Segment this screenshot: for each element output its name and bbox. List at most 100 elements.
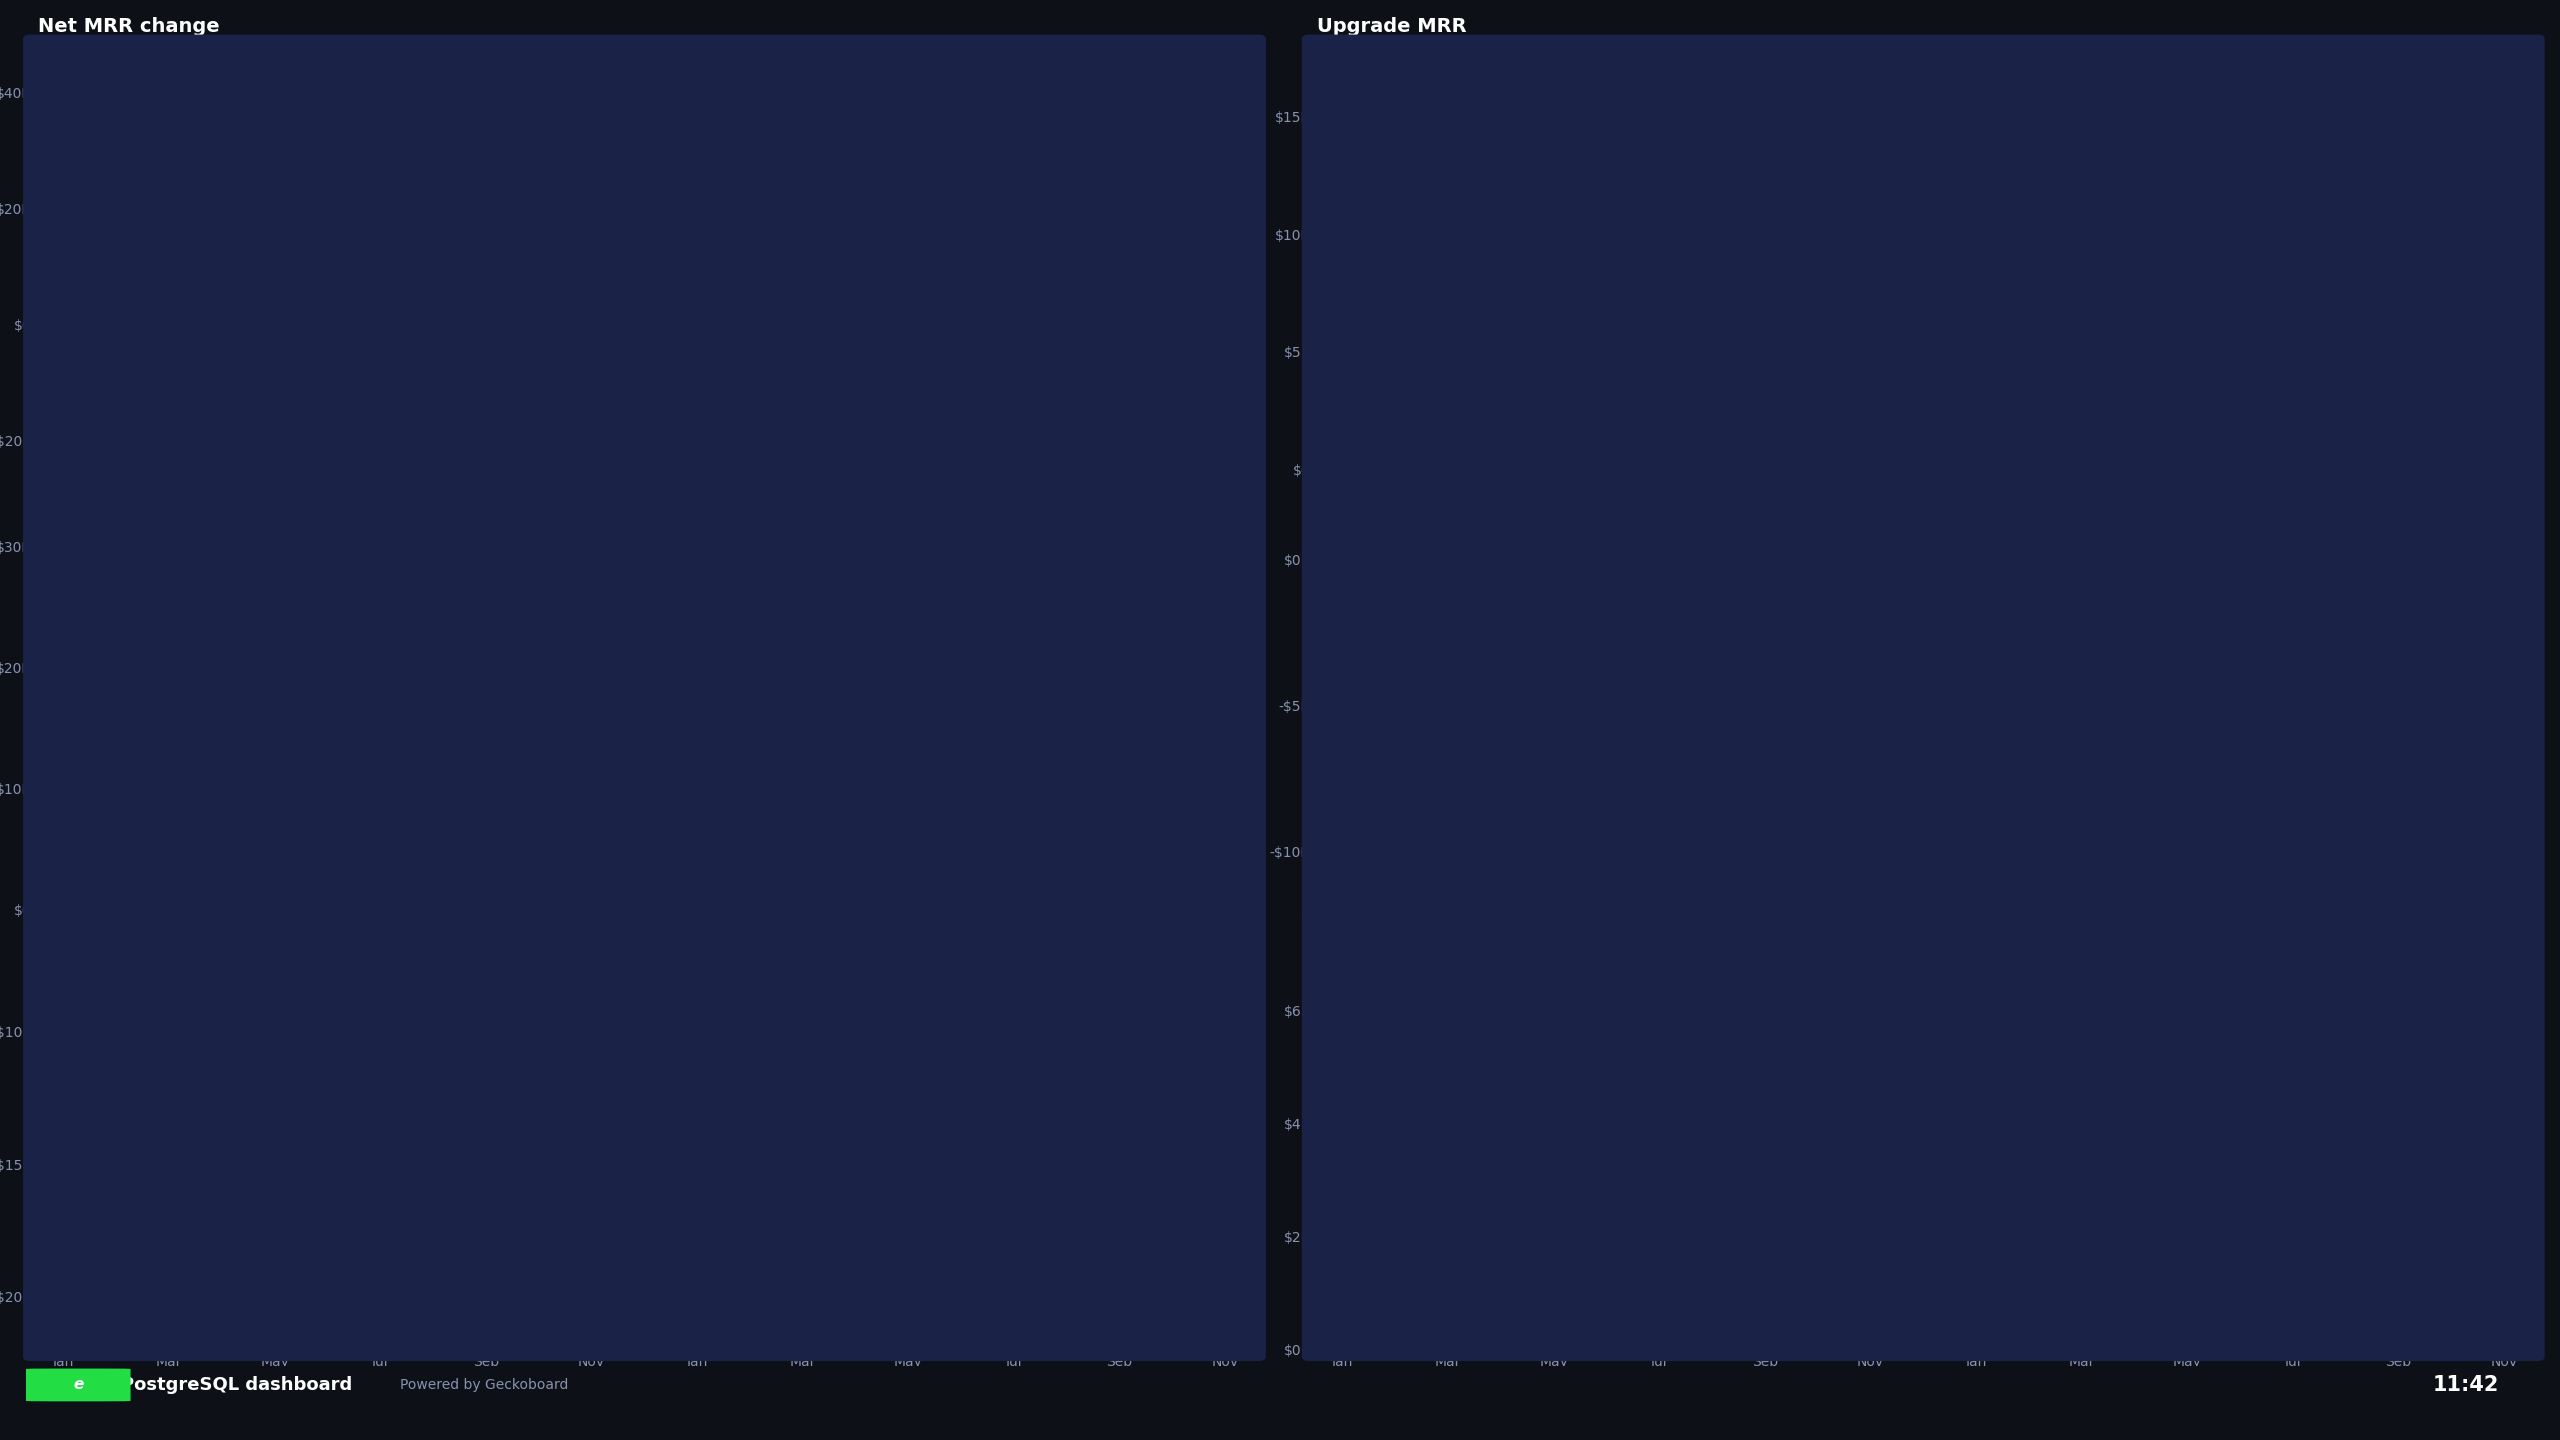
Bar (2184, 559, 2220, 706)
Bar (1981, 328, 2017, 469)
Bar (1728, 559, 1764, 706)
Bar (2132, 1208, 2168, 1349)
Bar (1981, 559, 2017, 706)
Bar (95, 768, 133, 1138)
Bar (95, 801, 133, 910)
Bar (1879, 559, 1915, 706)
Bar (197, 812, 233, 910)
Bar (1426, 1237, 1462, 1349)
Bar (1628, 376, 1664, 469)
Bar (2030, 1237, 2068, 1349)
Text: New subscribers MRR: New subscribers MRR (38, 456, 276, 477)
Bar (1324, 559, 1359, 734)
Text: Cancellations MRR: Cancellations MRR (38, 897, 243, 916)
Bar (399, 789, 435, 910)
Bar (46, 768, 82, 1084)
Bar (1677, 351, 1715, 469)
FancyBboxPatch shape (26, 1368, 131, 1401)
Bar (2132, 328, 2168, 469)
Bar (1208, 768, 1244, 1138)
Bar (1930, 351, 1966, 469)
Bar (297, 768, 335, 1138)
Bar (297, 801, 335, 910)
Text: 11:42: 11:42 (2432, 1375, 2499, 1395)
Bar (602, 768, 637, 1112)
Bar (1006, 704, 1042, 910)
Bar (804, 740, 840, 910)
Text: Downgrades MRR: Downgrades MRR (1318, 456, 1510, 477)
Bar (2184, 305, 2220, 469)
Bar (348, 801, 384, 910)
Bar (1577, 1305, 1613, 1349)
Text: Powered by Geckoboard: Powered by Geckoboard (399, 1378, 568, 1392)
Bar (2386, 305, 2422, 469)
Text: Reactivations MRR: Reactivations MRR (1318, 897, 1523, 916)
Bar (955, 740, 991, 910)
Bar (753, 691, 788, 910)
Bar (248, 768, 284, 1112)
Bar (499, 768, 538, 1084)
Bar (653, 768, 689, 1084)
Bar (1475, 559, 1513, 675)
Bar (2335, 1152, 2371, 1349)
Bar (2081, 559, 2117, 691)
Bar (653, 765, 689, 910)
Text: Upgrade MRR: Upgrade MRR (1318, 17, 1467, 36)
Bar (2184, 1208, 2220, 1349)
Bar (1426, 328, 1462, 469)
Bar (1324, 376, 1359, 469)
Bar (1930, 559, 1966, 691)
Bar (2030, 559, 2068, 706)
Bar (2335, 351, 2371, 469)
Bar (904, 768, 940, 1164)
Bar (2232, 1191, 2271, 1349)
Bar (2386, 1123, 2422, 1349)
Bar (2284, 328, 2319, 469)
Bar (2284, 1181, 2319, 1349)
Bar (1930, 1264, 1966, 1349)
Bar (451, 768, 486, 1138)
Bar (1375, 1264, 1411, 1349)
Bar (2335, 559, 2371, 675)
Bar (1577, 559, 1613, 734)
Bar (46, 812, 82, 910)
Bar (2232, 340, 2271, 469)
Bar (1677, 559, 1715, 675)
Bar (602, 789, 637, 910)
Bar (1157, 668, 1193, 910)
Bar (701, 768, 737, 1112)
Bar (1779, 328, 1815, 469)
Bar (1830, 1264, 1866, 1349)
Bar (499, 789, 538, 910)
Bar (1324, 1293, 1359, 1349)
Bar (2435, 559, 2473, 661)
Bar (904, 704, 940, 910)
Text: PostgreSQL dashboard: PostgreSQL dashboard (120, 1377, 351, 1394)
Bar (2081, 1237, 2117, 1349)
Bar (852, 668, 891, 910)
Bar (1426, 559, 1462, 706)
Bar (1157, 768, 1193, 1164)
Bar (2435, 340, 2473, 469)
Bar (197, 768, 233, 1058)
Bar (1526, 559, 1562, 706)
Bar (2030, 351, 2068, 469)
Bar (955, 768, 991, 1112)
Bar (1475, 376, 1513, 469)
Bar (1628, 559, 1664, 706)
Bar (2486, 210, 2522, 469)
Bar (1055, 768, 1093, 1112)
Bar (1106, 655, 1142, 910)
Bar (146, 789, 182, 910)
Bar (1779, 559, 1815, 720)
Bar (1208, 631, 1244, 910)
Bar (1779, 1282, 1815, 1349)
Bar (2486, 1038, 2522, 1349)
Bar (2132, 559, 2168, 720)
Bar (1677, 1282, 1715, 1349)
Bar (1728, 1293, 1764, 1349)
Bar (1879, 351, 1915, 469)
Bar (1830, 351, 1866, 469)
Bar (2081, 351, 2117, 469)
Bar (1106, 768, 1142, 1138)
